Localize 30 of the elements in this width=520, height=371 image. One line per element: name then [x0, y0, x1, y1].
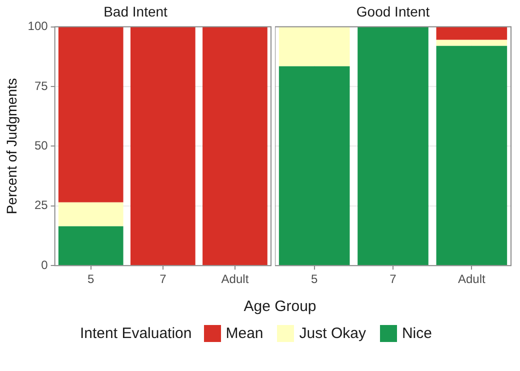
x-axis-title: Age Group: [242, 298, 318, 315]
bar: [278, 66, 350, 266]
bar: [436, 26, 508, 40]
bar: [58, 26, 124, 202]
bar: [130, 26, 196, 266]
y-tick-label: 75: [34, 78, 48, 93]
x-tick-label: 5: [310, 272, 318, 286]
bar: [202, 26, 268, 266]
chart-title: Bad Intent: [104, 3, 168, 20]
y-tick-label: 100: [28, 19, 48, 34]
chart-title: Good Intent: [356, 3, 430, 20]
x-tick-label: Adult: [458, 272, 486, 286]
legend-label: Nice: [402, 325, 432, 342]
bar: [436, 46, 508, 266]
bar: [278, 26, 350, 66]
x-tick-label: 7: [160, 272, 167, 286]
legend-title: Intent Evaluation: [80, 325, 192, 342]
y-tick-label: 0: [41, 258, 48, 272]
x-tick-label: 7: [390, 272, 397, 286]
y-tick-label: 25: [34, 198, 48, 212]
bar: [58, 202, 124, 226]
legend-label: Just Okay: [299, 325, 366, 342]
y-axis-title: Percent of Judgments: [3, 78, 20, 214]
bar: [436, 40, 508, 46]
legend-label: Mean: [226, 325, 264, 342]
bar: [358, 26, 428, 266]
bar: [58, 226, 124, 266]
x-tick-label: Adult: [221, 272, 250, 286]
y-tick-label: 50: [34, 138, 48, 153]
x-tick-label: 5: [88, 272, 95, 286]
